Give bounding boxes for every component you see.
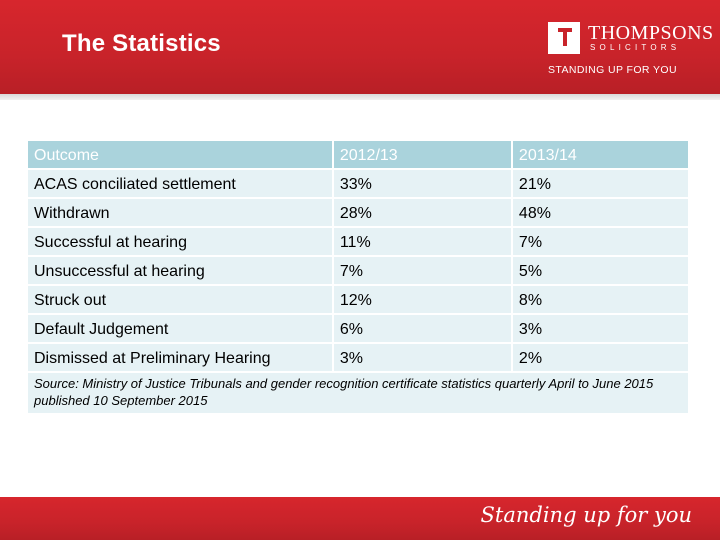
table-row: ACAS conciliated settlement 33% 21% xyxy=(28,170,688,197)
source-row: Source: Ministry of Justice Tribunals an… xyxy=(28,373,688,413)
header-banner: The Statistics THOMPSONS SOLICITORS STAN… xyxy=(0,0,720,94)
value-2013-14-cell: 5% xyxy=(512,257,688,284)
column-header-2012-13: 2012/13 xyxy=(333,141,511,168)
value-2013-14-cell: 48% xyxy=(512,199,688,226)
table-row: Withdrawn 28% 48% xyxy=(28,199,688,226)
outcome-cell: Unsuccessful at hearing xyxy=(28,257,332,284)
value-2013-14-cell: 3% xyxy=(512,315,688,342)
header-divider xyxy=(0,94,720,100)
outcome-cell: Withdrawn xyxy=(28,199,332,226)
statistics-table: Outcome 2012/13 2013/14 ACAS conciliated… xyxy=(26,139,690,415)
logo-subtitle: SOLICITORS xyxy=(590,43,681,52)
table-row: Dismissed at Preliminary Hearing 3% 2% xyxy=(28,344,688,371)
column-header-2013-14: 2013/14 xyxy=(512,141,688,168)
outcome-cell: Default Judgement xyxy=(28,315,332,342)
value-2012-13-cell: 7% xyxy=(333,257,511,284)
value-2013-14-cell: 7% xyxy=(512,228,688,255)
value-2012-13-cell: 6% xyxy=(333,315,511,342)
value-2012-13-cell: 3% xyxy=(333,344,511,371)
outcome-cell: Dismissed at Preliminary Hearing xyxy=(28,344,332,371)
table-row: Successful at hearing 11% 7% xyxy=(28,228,688,255)
column-header-outcome: Outcome xyxy=(28,141,332,168)
value-2012-13-cell: 28% xyxy=(333,199,511,226)
thompsons-logo: THOMPSONS SOLICITORS STANDING UP FOR YOU xyxy=(548,22,713,82)
footer-banner: Standing up for you xyxy=(0,497,720,540)
outcome-cell: Successful at hearing xyxy=(28,228,332,255)
outcome-cell: ACAS conciliated settlement xyxy=(28,170,332,197)
value-2013-14-cell: 2% xyxy=(512,344,688,371)
value-2012-13-cell: 33% xyxy=(333,170,511,197)
value-2013-14-cell: 8% xyxy=(512,286,688,313)
value-2012-13-cell: 11% xyxy=(333,228,511,255)
slide-title: The Statistics xyxy=(62,30,221,57)
table-row: Struck out 12% 8% xyxy=(28,286,688,313)
logo-t-icon xyxy=(548,22,580,54)
source-note: Source: Ministry of Justice Tribunals an… xyxy=(28,373,688,413)
table-header-row: Outcome 2012/13 2013/14 xyxy=(28,141,688,168)
value-2012-13-cell: 12% xyxy=(333,286,511,313)
logo-name: THOMPSONS xyxy=(588,22,714,44)
footer-tagline: Standing up for you xyxy=(480,503,692,527)
table-row: Default Judgement 6% 3% xyxy=(28,315,688,342)
outcome-cell: Struck out xyxy=(28,286,332,313)
value-2013-14-cell: 21% xyxy=(512,170,688,197)
table-row: Unsuccessful at hearing 7% 5% xyxy=(28,257,688,284)
logo-strapline: STANDING UP FOR YOU xyxy=(548,64,677,76)
